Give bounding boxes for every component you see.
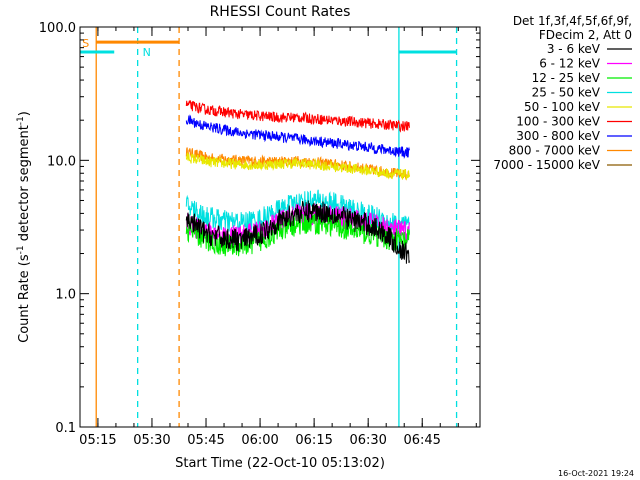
- x-tick-label: 05:45: [187, 433, 224, 448]
- legend-label: 50 - 100 keV: [524, 100, 601, 114]
- legend-label: 3 - 6 keV: [547, 42, 601, 56]
- y-tick-label: 0.1: [55, 421, 76, 436]
- series-line: [185, 152, 410, 180]
- y-label-exp: -1: [16, 245, 26, 254]
- legend-label: 300 - 800 keV: [516, 129, 600, 143]
- legend: Det 1f,3f,4f,5f,6f,9f, FDecim 2, Att 0 3…: [493, 14, 632, 172]
- orbit-flags: SN: [80, 27, 458, 427]
- series-line: [185, 147, 410, 181]
- series-line: [185, 114, 410, 160]
- x-tick-label: 06:15: [295, 433, 332, 448]
- legend-label: 100 - 300 keV: [516, 115, 600, 129]
- y-tick-label: 10.0: [47, 154, 76, 169]
- legend-label: 12 - 25 keV: [532, 71, 601, 85]
- axes: 05:15 05:30 05:45 06:00 06:15 06:30 06:45 0.1 1.…: [39, 21, 480, 448]
- series-layer: [185, 100, 410, 264]
- y-label-part: detector segment: [17, 125, 32, 245]
- series-line: [185, 200, 410, 264]
- legend-label: 800 - 7000 keV: [509, 144, 601, 158]
- series-line: [185, 100, 410, 133]
- plot-frame: [79, 26, 481, 428]
- legend-label: 25 - 50 keV: [532, 86, 601, 100]
- chart-title: RHESSI Count Rates: [210, 4, 351, 20]
- y-label-exp: -1: [16, 116, 26, 125]
- x-tick-label: 06:45: [403, 433, 440, 448]
- legend-header-line: Det 1f,3f,4f,5f,6f,9f,: [513, 14, 632, 28]
- y-axis-label: Count Rate (s-1 detector segment-1): [16, 111, 32, 343]
- night-flag-label: N: [143, 46, 151, 59]
- x-tick-label: 06:30: [349, 433, 386, 448]
- x-tick-label: 05:30: [133, 433, 170, 448]
- saa-flag-label: S: [82, 37, 89, 50]
- y-label-part: Count Rate (s: [17, 254, 32, 343]
- y-label-part: ): [17, 111, 32, 116]
- y-tick-label: 100.0: [39, 21, 76, 36]
- legend-label: 7000 - 15000 keV: [493, 158, 600, 172]
- x-axis-label: Start Time (22-Oct-10 05:13:02): [175, 456, 385, 471]
- legend-header-line: FDecim 2, Att 0: [539, 28, 632, 42]
- legend-label: 6 - 12 keV: [539, 57, 601, 71]
- x-tick-label: 06:00: [241, 433, 278, 448]
- x-tick-label: 05:15: [79, 433, 116, 448]
- y-tick-label: 1.0: [55, 288, 76, 303]
- footer-timestamp: 16-Oct-2021 19:24: [558, 469, 634, 478]
